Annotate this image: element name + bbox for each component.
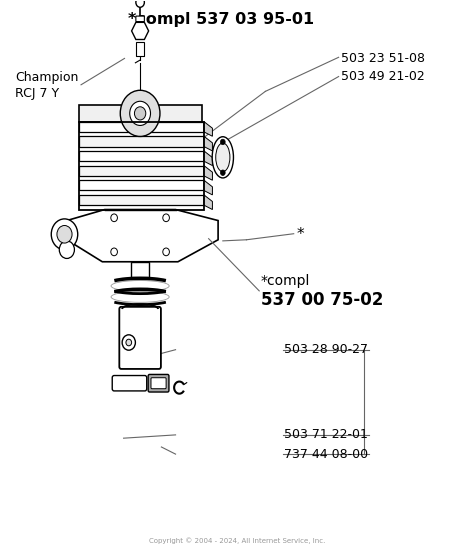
FancyBboxPatch shape [148, 375, 169, 392]
Circle shape [59, 241, 74, 258]
Circle shape [51, 219, 78, 250]
Circle shape [126, 339, 132, 346]
Polygon shape [204, 136, 212, 151]
Polygon shape [204, 166, 212, 180]
Text: 737 44 08-00: 737 44 08-00 [284, 447, 368, 461]
Polygon shape [79, 105, 201, 122]
Text: 503 28 90-27: 503 28 90-27 [284, 343, 368, 356]
Circle shape [130, 101, 151, 126]
Circle shape [57, 225, 72, 243]
Bar [79, 122, 204, 132]
Polygon shape [204, 151, 212, 166]
FancyBboxPatch shape [112, 376, 147, 391]
FancyBboxPatch shape [136, 16, 145, 21]
Ellipse shape [216, 143, 230, 171]
Circle shape [163, 214, 169, 222]
Circle shape [120, 90, 160, 137]
Bar [79, 180, 204, 191]
Text: Champion
RCJ 7 Y: Champion RCJ 7 Y [15, 72, 78, 100]
Circle shape [220, 170, 225, 175]
Text: Copyright © 2004 - 2024, All Internet Service, Inc.: Copyright © 2004 - 2024, All Internet Se… [149, 537, 325, 544]
Bar [79, 195, 204, 205]
Circle shape [135, 107, 146, 120]
Circle shape [163, 248, 169, 256]
Bar [79, 122, 204, 209]
Bar [79, 166, 204, 176]
Text: 503 71 22-01: 503 71 22-01 [284, 428, 368, 441]
Circle shape [122, 335, 136, 350]
Polygon shape [67, 209, 218, 262]
Bar [136, 42, 145, 56]
Circle shape [136, 0, 145, 7]
Circle shape [111, 214, 118, 222]
Bar [79, 151, 204, 161]
Circle shape [220, 139, 225, 145]
FancyBboxPatch shape [151, 378, 166, 388]
Text: *: * [296, 227, 304, 242]
Bar [131, 262, 149, 279]
Bar [79, 136, 204, 147]
FancyBboxPatch shape [119, 307, 161, 369]
Ellipse shape [212, 137, 234, 178]
Text: 503 49 21-02: 503 49 21-02 [341, 70, 425, 83]
Polygon shape [204, 180, 212, 195]
Polygon shape [204, 195, 212, 209]
Text: *compl 537 03 95-01: *compl 537 03 95-01 [128, 13, 314, 28]
Text: 537 00 75-02: 537 00 75-02 [261, 291, 383, 309]
Circle shape [111, 248, 118, 256]
Polygon shape [204, 122, 212, 136]
Text: 503 23 51-08: 503 23 51-08 [341, 52, 425, 65]
Text: *compl: *compl [261, 274, 310, 288]
